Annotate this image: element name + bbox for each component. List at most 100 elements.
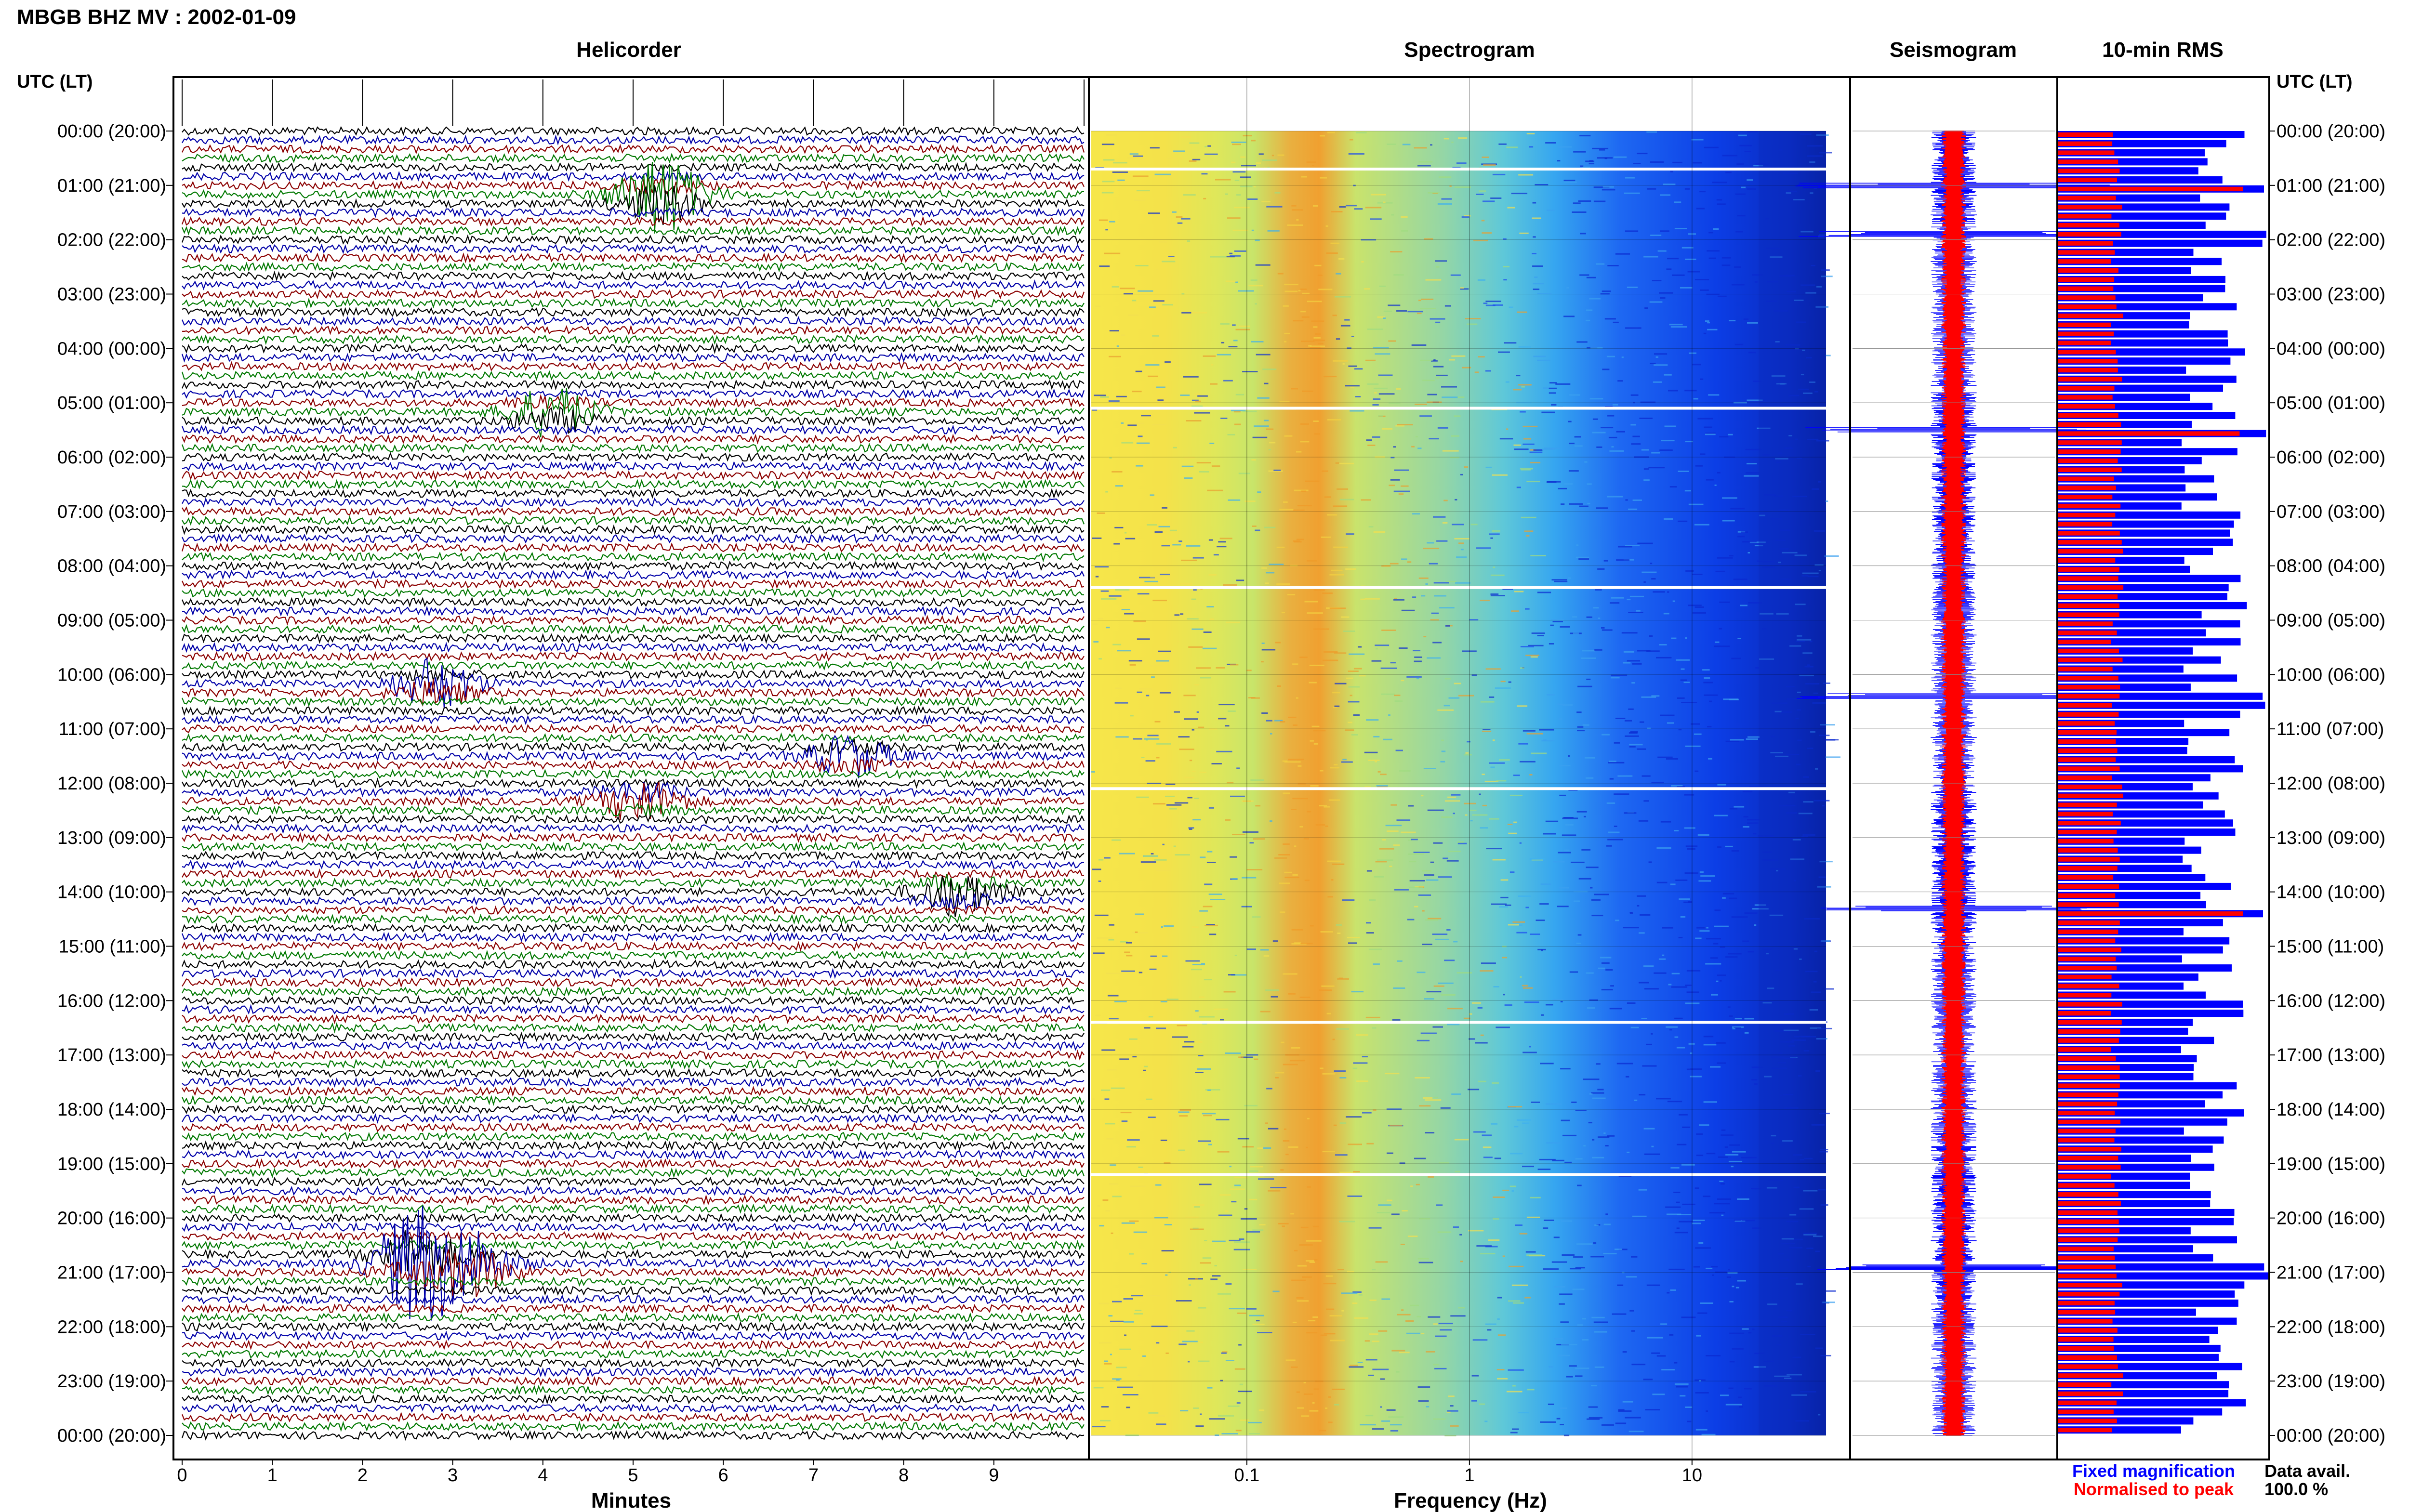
spectrogram-texture: [1449, 359, 1455, 361]
spectrogram-texture: [1246, 1308, 1257, 1310]
spectrogram-texture: [1258, 153, 1264, 155]
spectrogram-texture: [1510, 1153, 1523, 1155]
spectrogram-texture: [1219, 538, 1232, 539]
spectrogram-texture: [1408, 805, 1414, 807]
helicorder-trace: [182, 515, 1085, 526]
spectrogram-texture: [1234, 1241, 1250, 1243]
time-tick-label-left: 10:00 (06:00): [57, 665, 166, 685]
spectrogram-texture: [1248, 285, 1263, 287]
spectrogram-texture: [1334, 705, 1340, 707]
spectrogram-texture: [1387, 144, 1396, 145]
spectrogram-texture: [1441, 739, 1444, 741]
spectrogram-texture: [1339, 462, 1354, 464]
spectrogram-texture: [1734, 266, 1741, 268]
spectrogram-texture: [1203, 355, 1216, 357]
spectrogram-texture: [1356, 1080, 1368, 1082]
spectrogram-texture: [1349, 653, 1365, 655]
time-axis-label-left: UTC (LT): [17, 72, 93, 92]
spectrogram-texture: [1353, 184, 1356, 186]
spectrogram-texture: [1525, 655, 1539, 657]
spectrogram-texture: [1348, 1144, 1362, 1145]
legend-normalised-to-peak: Normalised to peak: [2074, 1479, 2234, 1499]
spectrogram-texture: [1394, 469, 1409, 471]
spectrogram-texture: [1107, 1069, 1117, 1071]
spectrogram-texture: [1208, 894, 1222, 895]
spectrogram-texture: [1590, 1256, 1604, 1258]
spectrogram-texture: [1518, 895, 1531, 897]
spectrogram-texture: [1241, 906, 1252, 907]
spectrogram-texture: [1629, 744, 1643, 746]
time-tick-label-left: 13:00 (09:00): [57, 828, 166, 848]
spectrogram-texture: [1285, 1359, 1296, 1361]
spectrogram-texture: [1734, 1027, 1741, 1029]
spectrogram-texture: [1626, 1276, 1637, 1278]
spectrogram-texture: [1162, 507, 1167, 509]
spectrogram-texture: [1313, 326, 1318, 328]
spectrogram-texture: [1199, 1016, 1215, 1018]
spectrogram-texture: [1098, 618, 1103, 619]
spectrogram-texture: [1592, 147, 1609, 149]
spectrogram-texture: [1454, 1139, 1469, 1141]
spectrogram-texture: [1460, 549, 1464, 551]
spectrogram-texture: [1714, 815, 1728, 816]
spectrogram-texture: [1229, 252, 1233, 254]
spectrogram-texture: [1433, 516, 1446, 518]
spectrogram-texture: [1428, 1176, 1434, 1178]
spectrogram-texture: [1315, 824, 1325, 826]
spectrogram-texture: [1395, 425, 1405, 427]
spectrogram-texture: [1320, 135, 1325, 137]
rms-bar-normalised: [2058, 1274, 2117, 1278]
helicorder-trace: [181, 424, 1085, 435]
spectrogram-texture: [1532, 202, 1536, 204]
time-axis-label-right: UTC (LT): [2277, 72, 2353, 92]
spectrogram-texture: [1622, 1351, 1627, 1353]
spectrogram-texture: [1184, 1041, 1194, 1043]
time-tick-label-left: 12:00 (08:00): [57, 774, 166, 794]
spectrogram-texture: [1372, 436, 1380, 438]
spectrogram-texture: [1418, 1400, 1429, 1402]
spectrogram-texture: [1150, 665, 1164, 667]
seismogram-trace: [1795, 131, 2112, 1436]
spectrogram-texture: [1375, 644, 1390, 646]
spectrogram-texture: [1667, 591, 1669, 593]
spectrogram-texture: [1231, 161, 1236, 163]
spectrogram-texture: [1407, 311, 1423, 313]
spectrogram-texture: [1138, 435, 1143, 437]
spectrogram-texture: [1441, 198, 1452, 200]
spectrogram-texture: [1512, 1385, 1516, 1387]
spectrogram-texture: [1672, 161, 1682, 163]
spectrogram-texture: [1698, 880, 1711, 882]
spectrogram-texture: [1529, 858, 1545, 860]
spectrogram-texture: [1401, 831, 1416, 833]
spectrogram-texture: [1493, 304, 1503, 306]
rms-bar-normalised: [2058, 413, 2118, 418]
spectrogram-texture: [1146, 695, 1150, 697]
helicorder-trace: [182, 506, 1085, 517]
spectrogram-texture: [1731, 657, 1741, 659]
spectrogram-texture: [1578, 200, 1591, 202]
spectrogram-texture: [1254, 425, 1269, 427]
spectrogram-texture: [1687, 1420, 1692, 1422]
spectrogram-texture: [1577, 730, 1585, 732]
spectrogram-texture: [1427, 809, 1444, 811]
spectrogram-texture: [1573, 202, 1581, 204]
rms-bar-normalised: [2058, 667, 2113, 671]
spectrogram-texture: [1178, 540, 1182, 542]
rms-bar-normalised: [2058, 866, 2118, 871]
spectrogram-texture: [1339, 1221, 1355, 1223]
spectrogram-texture: [1518, 743, 1528, 745]
spectrogram-texture: [1576, 811, 1587, 813]
spectrogram-texture: [1700, 289, 1709, 291]
spectrogram-texture: [1411, 446, 1415, 447]
spectrogram-texture: [1649, 301, 1663, 303]
spectrogram-texture: [1174, 802, 1189, 804]
rms-bar-normalised: [2058, 495, 2113, 500]
helicorder-trace: [181, 597, 1085, 608]
spectrogram-texture: [1713, 943, 1719, 945]
helicorder-trace: [182, 1367, 1085, 1378]
spectrogram-texture: [1333, 546, 1348, 548]
spectrogram-texture: [1099, 1342, 1112, 1344]
spectrogram-texture: [1137, 593, 1150, 595]
spectrogram-texture: [1229, 1166, 1231, 1168]
spectrogram-texture: [1199, 772, 1206, 773]
